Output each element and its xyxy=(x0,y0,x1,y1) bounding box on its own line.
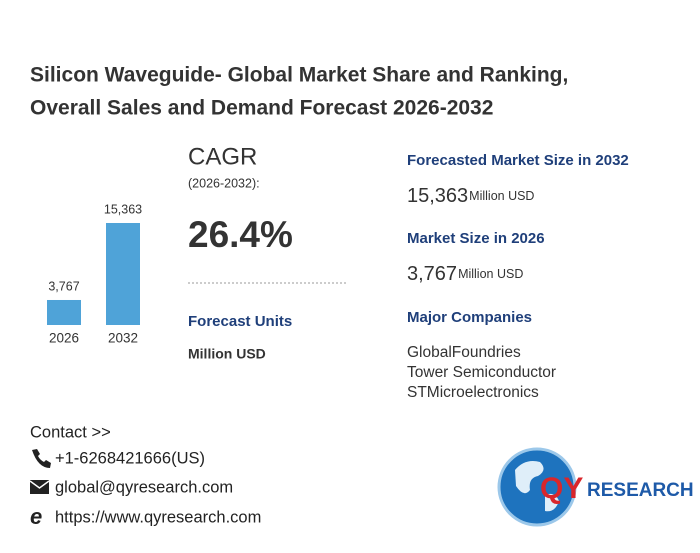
market-figure: 3,767Million USD xyxy=(407,263,523,285)
web-icon: e xyxy=(30,504,42,529)
units-heading: Forecast Units xyxy=(188,313,292,330)
logo-mark: QY xyxy=(540,472,583,505)
x-tick-label: 2026 xyxy=(49,331,79,346)
phone-icon xyxy=(32,449,51,468)
contact-heading: Contact >> xyxy=(30,423,111,441)
email-icon xyxy=(30,480,49,494)
company: Tower Semiconductor xyxy=(407,364,556,381)
market-heading: Market Size in 2026 xyxy=(407,230,545,247)
units-value: Million USD xyxy=(188,346,266,362)
logo-ring xyxy=(497,447,577,527)
market-value: 15,363 xyxy=(407,185,468,207)
logo: QY RESEARCH xyxy=(497,447,694,527)
cagr-period: (2026-2032): xyxy=(188,176,260,190)
market-figure: 15,363Million USD xyxy=(407,185,534,207)
market-value: 3,767 xyxy=(407,263,457,285)
market-unit: Million USD xyxy=(458,267,523,281)
title-line: Overall Sales and Demand Forecast 2026-2… xyxy=(30,97,493,120)
company: GlobalFoundries xyxy=(407,344,521,361)
market-unit: Million USD xyxy=(469,189,534,203)
value-label: 3,767 xyxy=(48,279,79,293)
bar xyxy=(47,299,81,325)
contact-web: https://www.qyresearch.com xyxy=(55,508,261,526)
company: STMicroelectronics xyxy=(407,384,539,401)
bar xyxy=(106,223,140,325)
x-tick-label: 2032 xyxy=(108,331,138,346)
cagr-label: CAGR xyxy=(188,143,257,170)
contact-phone: +1-6268421666(US) xyxy=(55,449,205,467)
title-line: Silicon Waveguide- Global Market Share a… xyxy=(30,64,568,87)
logo-text: RESEARCH xyxy=(587,480,694,501)
value-label: 15,363 xyxy=(104,202,142,216)
bar-chart: 3,767 2026 15,363 2032 xyxy=(47,202,142,346)
email-icon-flap xyxy=(29,480,50,489)
logo-land xyxy=(515,461,559,512)
companies-heading: Major Companies xyxy=(407,309,532,326)
cagr-value: 26.4% xyxy=(188,214,293,255)
market-heading: Forecasted Market Size in 2032 xyxy=(407,152,629,169)
contact-email: global@qyresearch.com xyxy=(55,478,233,496)
